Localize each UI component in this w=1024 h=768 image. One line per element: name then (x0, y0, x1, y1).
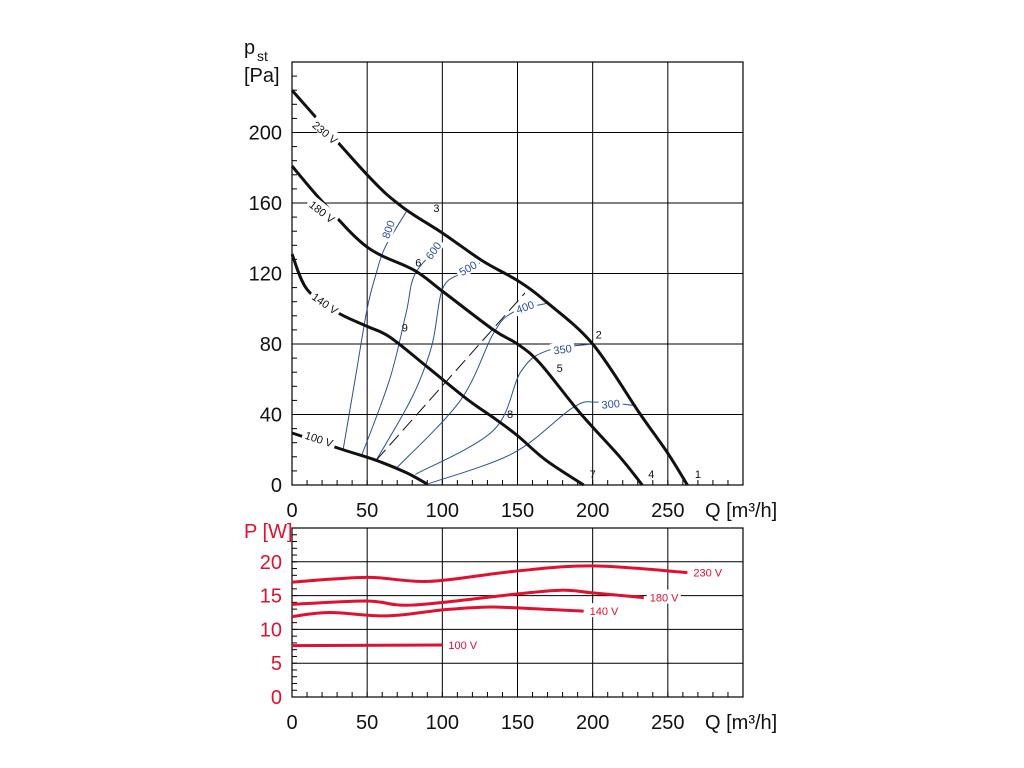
power-curve-label: 140 V (590, 606, 619, 618)
power-label-bg (445, 636, 480, 651)
dashed-line (375, 292, 526, 461)
iso-curve-800 (342, 211, 407, 450)
operating-point-label: 6 (415, 257, 421, 269)
x-tick-label: 0 (286, 500, 297, 522)
x-tick-label: 0 (286, 712, 297, 734)
power-curve-140v (291, 605, 584, 619)
y-tick-label: 40 (260, 405, 282, 427)
power-curve-label: 230 V (693, 568, 722, 580)
y-tick-label: 200 (249, 123, 282, 145)
y-tick-label: 0 (271, 687, 282, 709)
y-axis-unit: [Pa] (244, 65, 280, 87)
pressure-curve-180v (290, 165, 644, 486)
power-axis-label: P [W] (244, 521, 293, 543)
plot-frame (291, 61, 744, 486)
iso-curve-label: 400 (515, 299, 536, 317)
power-curve-180v (291, 588, 644, 607)
y-tick-label: 160 (249, 193, 282, 215)
power-curve-230v (291, 564, 688, 584)
y-tick-label: 5 (271, 653, 282, 675)
x-tick-label: 200 (576, 500, 609, 522)
pressure-curve-label: 100 V (303, 430, 335, 451)
x-axis-label: Q [m³/h] (705, 500, 777, 522)
x-tick-label: 200 (576, 712, 609, 734)
y-axis-label: p (244, 37, 255, 59)
series-label-bg (308, 287, 344, 318)
x-tick-label: 50 (356, 500, 378, 522)
y-tick-label: 80 (260, 334, 282, 356)
power-curve-label: 100 V (448, 640, 477, 652)
operating-point-label: 9 (402, 323, 408, 335)
iso-label-bg (549, 340, 576, 357)
iso-label-bg (420, 236, 446, 264)
operating-point-label: 2 (596, 330, 602, 342)
operating-point-label: 7 (590, 469, 596, 481)
operating-point-label: 4 (648, 469, 654, 481)
series-label-bg (308, 115, 344, 148)
x-tick-label: 100 (426, 500, 459, 522)
power-label-bg (586, 603, 621, 618)
series-label-bg (301, 426, 338, 450)
operating-point-label: 3 (433, 203, 439, 215)
y-tick-label: 10 (260, 619, 282, 641)
x-tick-label: 250 (651, 500, 684, 522)
power-label-bg (690, 564, 725, 579)
iso-curve-600 (360, 243, 443, 457)
y-tick-label: 15 (260, 586, 282, 608)
x-tick-label: 100 (426, 712, 459, 734)
y-tick-label: 20 (260, 552, 282, 574)
x-tick-label: 250 (651, 712, 684, 734)
iso-label-bg (598, 395, 624, 411)
y-tick-label: 120 (249, 264, 282, 286)
x-tick-label: 50 (356, 712, 378, 734)
power-curve-100v (291, 643, 443, 648)
power-label-bg (646, 589, 681, 604)
iso-label-bg (511, 296, 539, 317)
iso-curve-label: 300 (601, 398, 620, 412)
y-tick-label: 0 (271, 475, 282, 497)
operating-point-label: 1 (695, 469, 701, 481)
power-curve-label: 180 V (650, 593, 679, 605)
iso-label-bg (453, 256, 482, 280)
iso-curve-label: 350 (553, 343, 573, 357)
x-axis-label: Q [m³/h] (705, 712, 777, 734)
x-tick-label: 150 (501, 712, 534, 734)
plot-frame (291, 527, 744, 698)
iso-label-bg (377, 215, 398, 243)
iso-curve-label: 800 (380, 219, 398, 240)
x-tick-label: 150 (501, 500, 534, 522)
operating-point-label: 8 (507, 409, 513, 421)
pressure-curve-230v (290, 89, 689, 486)
series-label-bg (305, 195, 341, 227)
operating-point-label: 5 (557, 363, 563, 375)
y-axis-label-subscript: st (257, 48, 268, 64)
